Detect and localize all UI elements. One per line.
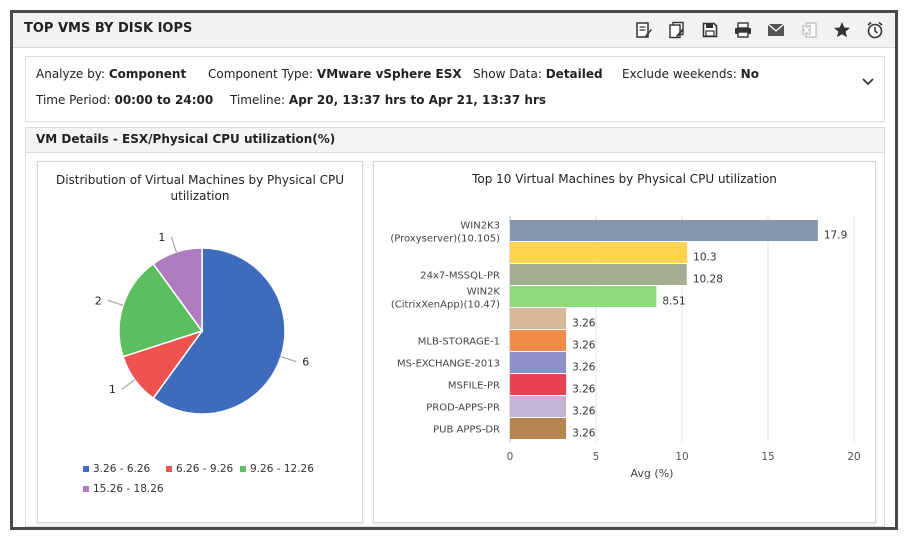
y-category-label: (CitrixXenApp)(10.47) [391,300,500,311]
legend-swatch [83,486,89,492]
time-period-label: Time Period: [36,93,111,107]
pie-data-label: 1 [158,231,165,244]
bar-value-label: 10.3 [693,252,716,264]
analyze-by-value: Component [108,67,187,81]
x-tick-label: 10 [675,451,688,463]
pie-chart-panel: Distribution of Virtual Machines by Phys… [37,161,363,523]
pie-data-label: 6 [302,356,309,369]
print-icon[interactable] [726,18,759,42]
legend-swatch [83,466,89,472]
legend-swatch [240,466,246,472]
vm-details-section: VM Details - ESX/Physical CPU utilizatio… [25,127,885,527]
excel-export-icon[interactable] [792,18,825,42]
x-tick-label: 0 [507,451,514,463]
bar-chart-panel: Top 10 Virtual Machines by Physical CPU … [373,161,876,523]
email-icon[interactable] [759,18,792,42]
save-icon[interactable] [693,18,726,42]
section-header: VM Details - ESX/Physical CPU utilizatio… [26,128,884,153]
bar [510,286,657,307]
bar-value-label: 3.26 [572,340,596,352]
bar-value-label: 3.26 [572,428,596,440]
bar-value-label: 3.26 [572,384,596,396]
bar-value-label: 10.28 [693,274,723,286]
schedule-alarm-icon[interactable] [858,18,891,42]
y-category-label: WIN2K3 [460,221,500,232]
bar-value-label: 3.26 [572,362,596,374]
time-period-value: 00:00 to 24:00 [114,93,214,107]
y-category-label: MLB-STORAGE-1 [418,337,500,348]
x-tick-label: 20 [847,451,860,463]
analyze-by: Analyze by: Component [36,67,186,81]
legend-swatch [166,466,172,472]
x-tick-label: 15 [761,451,774,463]
bar [510,220,818,241]
report-title: TOP VMS BY DISK IOPS [24,21,193,36]
pie-leader-line [121,379,136,390]
component-type-label: Component Type: [208,67,314,81]
exclude-weekends: Exclude weekends: No [622,67,759,81]
bar [510,330,567,351]
time-period: Time Period: 00:00 to 24:00 [36,93,213,107]
show-data-label: Show Data: [473,67,542,81]
report-header: TOP VMS BY DISK IOPS [13,13,895,48]
exclude-weekends-label: Exclude weekends: [622,67,737,81]
legend-label: 15.26 - 18.26 [93,483,164,495]
pie-leader-line [170,236,177,253]
y-category-label: WIN2K [467,287,501,298]
pie-data-label: 1 [109,383,116,396]
pie-slice [152,247,203,334]
bar-chart: 0 5 10 15 20 Avg (%) 17.9 WIN2K3 (Proxyserver)(1… [390,216,861,480]
x-tick-label: 5 [593,451,600,463]
exclude-weekends-value: No [740,67,759,81]
y-category-label: 24x7-MSSQL-PR [420,271,500,282]
report-window: TOP VMS BY DISK IOPS [10,10,898,530]
chevron-down-icon[interactable] [862,71,874,90]
bar-chart-title: Top 10 Virtual Machines by Physical CPU … [472,172,777,186]
pie-data-label: 2 [95,294,102,307]
bar [510,242,688,263]
pie-leader-line [280,356,297,363]
filter-summary: Analyze by: Component Component Type: VM… [25,56,885,122]
bar [510,374,567,395]
component-type-value: VMware vSphere ESX [316,67,462,81]
timeline-label: Timeline: [230,93,286,107]
y-category-label: PUB APPS-DR [433,425,500,436]
bar-value-label: 8.51 [662,296,685,308]
legend-label: 9.26 - 12.26 [250,463,314,475]
bar-value-label: 17.9 [824,230,847,242]
pie-chart: 6 1 2 1 3.26 - 6.26 6.26 - 9.26 9.26 - 12.26 15… [83,231,314,495]
pie-leader-line [107,299,124,306]
show-data-value: Detailed [545,67,603,81]
y-category-label: (Proxyserver)(10.105) [390,234,500,245]
section-title: VM Details - ESX/Physical CPU utilizatio… [36,132,336,146]
show-data: Show Data: Detailed [473,67,603,81]
component-type: Component Type: VMware vSphere ESX [208,67,462,81]
bar [510,264,687,285]
pie-chart-title: Distribution of Virtual Machines by Phys… [55,173,345,203]
x-axis-title: Avg (%) [631,467,674,480]
analyze-by-label: Analyze by: [36,67,105,81]
legend-label: 6.26 - 9.26 [176,463,234,475]
bar-value-label: 3.26 [572,406,596,418]
bar-value-label: 3.26 [572,318,596,330]
y-category-label: MSFILE-PR [448,381,500,392]
report-toolbar [627,18,891,42]
favorite-star-icon[interactable] [825,18,858,42]
timeline-value: Apr 20, 13:37 hrs to Apr 21, 13:37 hrs [288,93,547,107]
legend-label: 3.26 - 6.26 [93,463,151,475]
edit-report-icon[interactable] [627,18,660,42]
bar [510,396,567,417]
bar [510,308,567,329]
timeline: Timeline: Apr 20, 13:37 hrs to Apr 21, 1… [230,93,546,107]
y-category-label: PROD-APPS-PR [426,403,500,414]
bar [510,352,567,373]
bar [510,418,567,439]
edit-report-alt-icon[interactable] [660,18,693,42]
y-category-label: MS-EXCHANGE-2013 [397,359,500,370]
